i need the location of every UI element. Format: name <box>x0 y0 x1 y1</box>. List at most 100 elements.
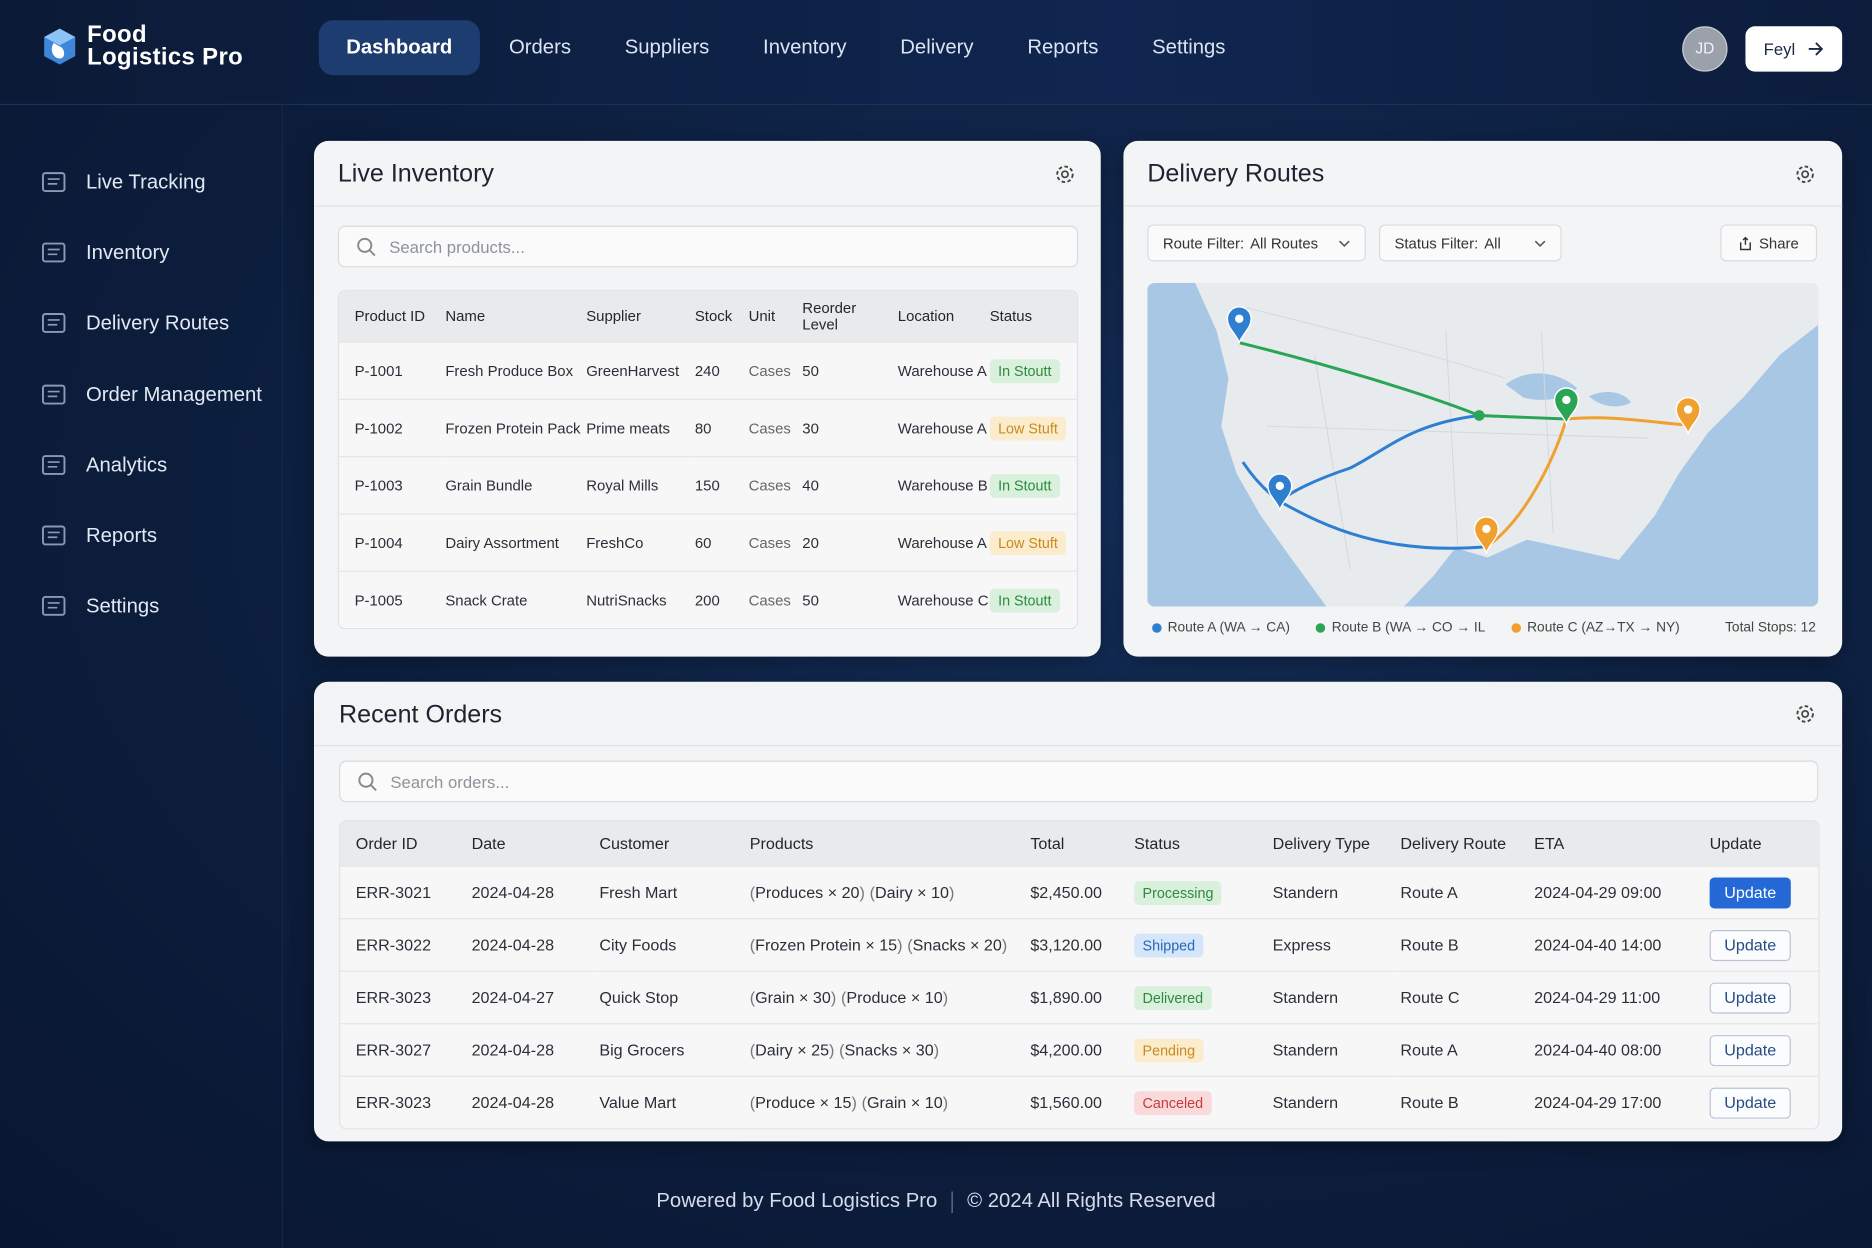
chevron-path <box>1534 240 1546 247</box>
sidebar-label: Live Tracking <box>85 170 206 194</box>
cell-text: Quick Stop <box>599 988 679 1007</box>
table-cell: In Stoutt <box>988 341 1077 400</box>
pin-dot <box>1562 395 1571 405</box>
cell-text: $3,120.00 <box>1030 936 1103 954</box>
table-cell: 200 <box>693 570 748 628</box>
nav-item[interactable]: Inventory <box>763 35 847 59</box>
sidebar: Live Tracking Inventory Delivery Routes Ord… <box>0 103 283 1248</box>
total-stops: Total Stops: 12 <box>1725 620 1816 636</box>
sidebar-item[interactable]: Live Tracking <box>39 168 206 197</box>
table-cell: NutriSnacks <box>585 570 694 628</box>
table-row: ERR-3023 2024-04-27 Quick Stop (Grain × 30)… <box>340 970 1819 1024</box>
paren: ( <box>749 1093 756 1112</box>
table-cell: ERR-3022 <box>340 918 471 972</box>
table-cell: $1,890.00 <box>1029 970 1133 1024</box>
table-cell: Grain Bundle <box>444 456 586 514</box>
table-row: ERR-3021 2024-04-28 Fresh Mart (Produces × … <box>340 865 1819 919</box>
cell-text: Prime meats <box>586 419 670 437</box>
table-cell: Big Grocers <box>598 1023 749 1077</box>
inventory-table-wrap: Product ID Name Supplier Stock Unit Reorder L… <box>337 290 1079 630</box>
paren: ( <box>749 988 756 1007</box>
avatar[interactable]: JD <box>1682 26 1728 72</box>
cell-text: 240 <box>694 362 720 380</box>
icon-shape <box>42 313 66 334</box>
sidebar-label: Analytics <box>85 453 168 477</box>
update-button[interactable]: Update <box>1709 1034 1791 1066</box>
paren: ) <box>948 883 955 902</box>
product-text: Snacks × 30 <box>844 1041 934 1059</box>
route-line <box>1238 341 1567 421</box>
paren: ( <box>907 936 913 954</box>
borders <box>1242 306 1649 570</box>
sidebar-item[interactable]: Inventory <box>39 239 169 268</box>
sidebar-icon <box>42 384 66 405</box>
table-cell: ERR-3021 <box>340 865 471 919</box>
handle <box>368 248 376 256</box>
table-cell: Cases <box>747 341 802 400</box>
cell-text: NutriSnacks <box>586 591 667 609</box>
cell-text: P-1002 <box>354 419 403 437</box>
settings-icon[interactable] <box>1053 162 1077 186</box>
share-button[interactable]: Share <box>1720 224 1818 262</box>
icon-shape <box>42 525 66 546</box>
nav-item[interactable]: Dashboard <box>318 20 480 76</box>
cell-text: 2024-04-28 <box>471 936 555 954</box>
legend-item: Route C (AZ→TX → NY) <box>1511 620 1680 636</box>
card-title: Live Inventory <box>337 159 494 188</box>
cell-text: 50 <box>802 362 819 380</box>
paren: ( <box>749 883 756 902</box>
share-icon <box>1740 235 1752 250</box>
update-button[interactable]: Update <box>1709 929 1791 961</box>
cell-text: Standern <box>1272 1041 1339 1059</box>
settings-icon[interactable] <box>1793 162 1817 186</box>
icon-shape <box>42 242 66 263</box>
product-chip: (Dairy × 25) <box>750 1041 835 1059</box>
table-cell: Route A <box>1399 865 1533 919</box>
footer-text: Powered by Food Logistics Pro <box>656 1189 938 1212</box>
column-header: Supplier <box>585 291 694 343</box>
paren: ) <box>942 988 949 1007</box>
cell-text: FreshCo <box>586 534 644 551</box>
table-row: P-1005 Snack Crate NutriSnacks 200 Cases 50 Wa… <box>339 570 1077 628</box>
search-box[interactable]: Search products... <box>337 225 1079 268</box>
settings-icon[interactable] <box>1793 702 1817 726</box>
sidebar-item[interactable]: Delivery Routes <box>39 310 229 339</box>
cell-text: Route B <box>1400 936 1459 954</box>
update-button[interactable]: Update <box>1709 876 1791 908</box>
cell-text: 2024-04-28 <box>471 883 555 902</box>
icon-detail <box>47 248 60 256</box>
filter-dropdown[interactable]: Route Filter: All Routes <box>1147 224 1366 262</box>
column-header: Status <box>988 291 1077 343</box>
search-box[interactable]: Search orders... <box>339 760 1819 803</box>
nav-item[interactable]: Orders <box>508 35 571 59</box>
status-badge: Low Stuft <box>989 530 1067 555</box>
update-button[interactable]: Update <box>1709 981 1791 1014</box>
column-header: Order ID <box>340 821 471 867</box>
land <box>1195 282 1819 607</box>
nav-item[interactable]: Settings <box>1152 35 1226 59</box>
sidebar-item[interactable]: Analytics <box>39 451 167 480</box>
table-cell: Update <box>1708 1075 1819 1129</box>
table-cell: Cases <box>747 398 802 457</box>
update-button[interactable]: Update <box>1709 1087 1791 1119</box>
table-cell: 2024-04-28 <box>470 865 599 919</box>
nav-item[interactable]: Reports <box>1027 35 1099 59</box>
product-text: Grain × 10 <box>866 1093 943 1112</box>
cell-text: Big Grocers <box>599 1041 685 1059</box>
cell-text: Snack Crate <box>445 591 528 609</box>
table-cell: Shipped <box>1132 918 1272 972</box>
legend-label: Route C (AZ→TX → NY) <box>1527 620 1680 636</box>
product-chip: (Grain × 30) <box>750 989 836 1007</box>
nav-item[interactable]: Suppliers <box>624 35 710 59</box>
action-button[interactable]: Feyl <box>1745 26 1843 72</box>
nav-item[interactable]: Delivery <box>900 35 974 59</box>
sidebar-item[interactable]: Order Management <box>39 380 262 409</box>
chevron <box>1338 240 1350 247</box>
routes-card: Delivery Routes Route Filter: All Routes S… <box>1123 140 1843 657</box>
sidebar-item[interactable]: Settings <box>39 592 159 621</box>
cell-text: Grain Bundle <box>445 476 533 494</box>
status-badge: In Stoutt <box>989 587 1060 612</box>
sidebar-item[interactable]: Reports <box>39 522 157 551</box>
table-cell: (Produces × 20) (Dairy × 10) <box>748 865 1030 919</box>
filter-dropdown[interactable]: Status Filter: All <box>1378 224 1562 262</box>
